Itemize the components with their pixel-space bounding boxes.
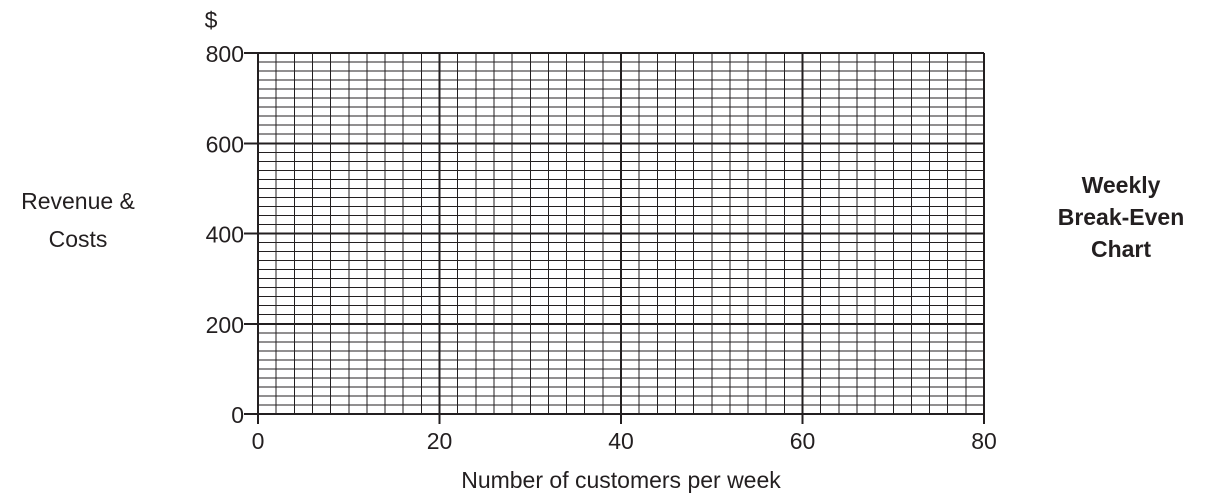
y-tick-label: 400 — [206, 222, 244, 248]
x-tick-label: 20 — [427, 428, 453, 454]
x-axis-ticks: 0 20 40 60 80 — [252, 414, 997, 454]
chart-title-line-1: Weekly — [1082, 172, 1161, 198]
y-tick-label: 200 — [206, 312, 244, 338]
x-tick-label: 80 — [971, 428, 997, 454]
x-axis-label: Number of customers per week — [461, 467, 781, 493]
chart-title-line-3: Chart — [1091, 236, 1151, 262]
y-tick-label: 600 — [206, 131, 244, 157]
chart-title-line-2: Break-Even — [1058, 204, 1185, 230]
y-tick-label: 800 — [206, 41, 244, 67]
y-tick-label: 0 — [231, 402, 244, 428]
x-tick-label: 0 — [252, 428, 265, 454]
y-axis-label-line-2: Costs — [49, 226, 108, 252]
x-tick-label: 40 — [608, 428, 634, 454]
x-tick-label: 60 — [790, 428, 816, 454]
y-axis-label-line-1: Revenue & — [21, 188, 135, 214]
y-axis-ticks: 0 200 400 600 800 — [206, 41, 258, 428]
axes — [244, 53, 984, 424]
y-axis-unit: $ — [205, 7, 218, 33]
